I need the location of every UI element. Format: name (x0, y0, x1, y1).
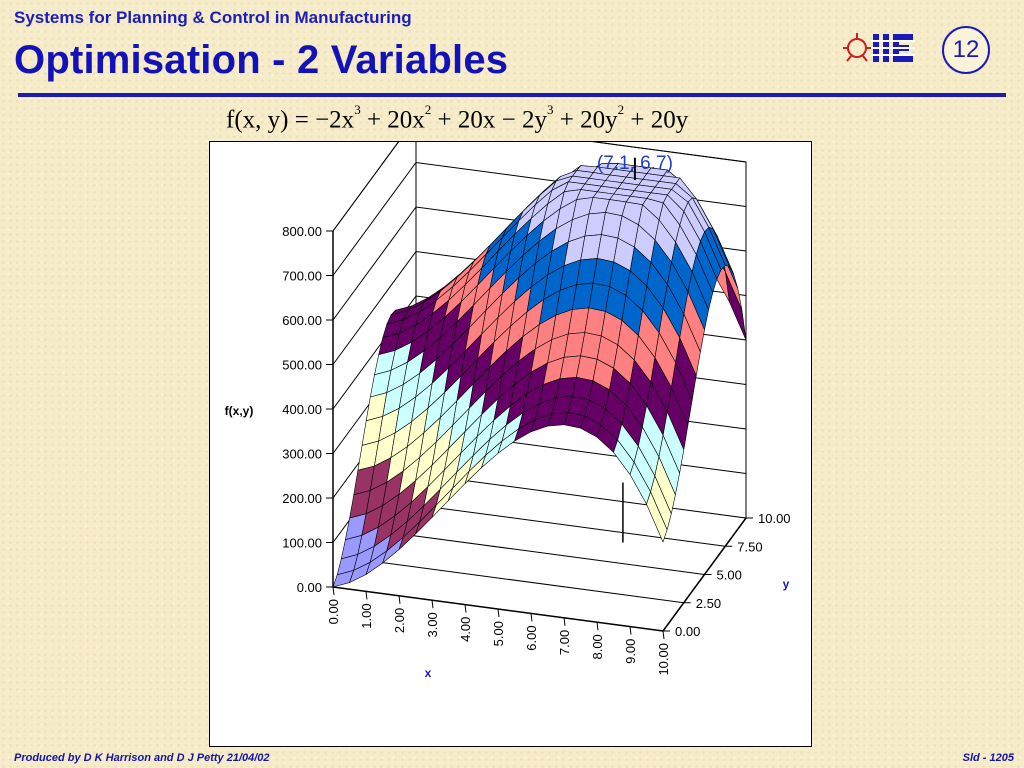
floor-gridline (395, 501, 726, 547)
x-tick (629, 626, 632, 635)
x-tick-label: 1.00 (359, 603, 374, 628)
formula-lhs: f(x, y) = (226, 106, 316, 134)
x-tick (431, 600, 434, 609)
x-tick-label: 7.00 (557, 630, 572, 655)
formula-exponent: 3 (354, 102, 361, 117)
y-axis-label: y (783, 577, 790, 591)
x-tick (464, 604, 467, 613)
floor-gridline (374, 530, 705, 575)
x-tick (365, 591, 368, 600)
slide-title: Optimisation - 2 Variables (14, 38, 509, 82)
footer-credit: Produced by D K Harrison and D J Petty 2… (14, 752, 270, 764)
formula-term: −2x (315, 106, 355, 134)
z-tick-label: 300.00 (282, 447, 322, 462)
course-title: Systems for Planning & Control in Manufa… (14, 8, 412, 27)
max-point-label: (7.1, 6.7) (597, 153, 673, 174)
formula-term: + 20x − 2y (431, 106, 547, 134)
x-tick (497, 608, 500, 618)
formula-exponent: 2 (424, 102, 432, 117)
z-tick-label: 600.00 (282, 313, 322, 328)
iie-logo (843, 33, 915, 62)
footer-slide-id: Sld - 1205 (962, 752, 1014, 764)
x-tick-label: 3.00 (425, 612, 440, 637)
x-tick (563, 617, 566, 626)
x-tick-label: 2.00 (392, 608, 407, 633)
x-tick-label: 6.00 (524, 625, 539, 650)
y-tick-label: 5.00 (717, 568, 742, 583)
y-tick-label: 0.00 (675, 624, 700, 639)
formula-term: + 20y (624, 106, 689, 134)
x-tick-label: 0.00 (326, 599, 341, 624)
z-tick-label: 500.00 (282, 358, 322, 373)
function-formula: f(x, y) = −2x3 + 20x2 + 20x − 2y3 + 20y2… (226, 102, 689, 134)
x-tick (398, 595, 401, 604)
slide-number-badge: 12 (942, 26, 990, 74)
y-tick-label: 7.50 (737, 539, 762, 554)
y-tick-label: 10.00 (758, 511, 791, 526)
x-tick-label: 10.00 (656, 643, 671, 676)
z-tick-label: 400.00 (282, 402, 322, 417)
x-tick (596, 622, 599, 631)
z-tick-label: 100.00 (282, 536, 322, 551)
z-tick-label: 700.00 (282, 269, 322, 284)
title-divider (18, 93, 1006, 97)
x-tick (332, 586, 335, 596)
x-tick-label: 4.00 (458, 617, 473, 642)
formula-term: + 20x (360, 106, 425, 134)
z-tick-label: 200.00 (282, 491, 322, 506)
y-tick-label: 2.50 (696, 596, 721, 611)
surface-patch (646, 491, 668, 543)
x-tick (662, 630, 665, 640)
formula-exponent: 2 (617, 102, 625, 117)
surface-chart-svg: 0.00 100.00 200.00 300.00 400.00 500.00 600.00… (225, 142, 791, 680)
z-gridline (332, 142, 747, 232)
x-tick (530, 613, 533, 622)
formula-exponent: 3 (547, 102, 554, 117)
z-tick-label: 800.00 (282, 224, 322, 239)
floor-gridline (353, 558, 684, 604)
x-tick-label: 9.00 (623, 639, 638, 664)
formula-term: + 20y (553, 106, 618, 134)
x-tick-label: 8.00 (590, 634, 605, 659)
z-tick-label: 0.00 (297, 580, 322, 595)
z-axis-label: f(x,y) (225, 404, 254, 418)
x-tick-label: 5.00 (491, 621, 506, 646)
x-axis-label: x (425, 666, 432, 680)
surface-chart: 0.00 100.00 200.00 300.00 400.00 500.00 600.00… (209, 141, 812, 747)
